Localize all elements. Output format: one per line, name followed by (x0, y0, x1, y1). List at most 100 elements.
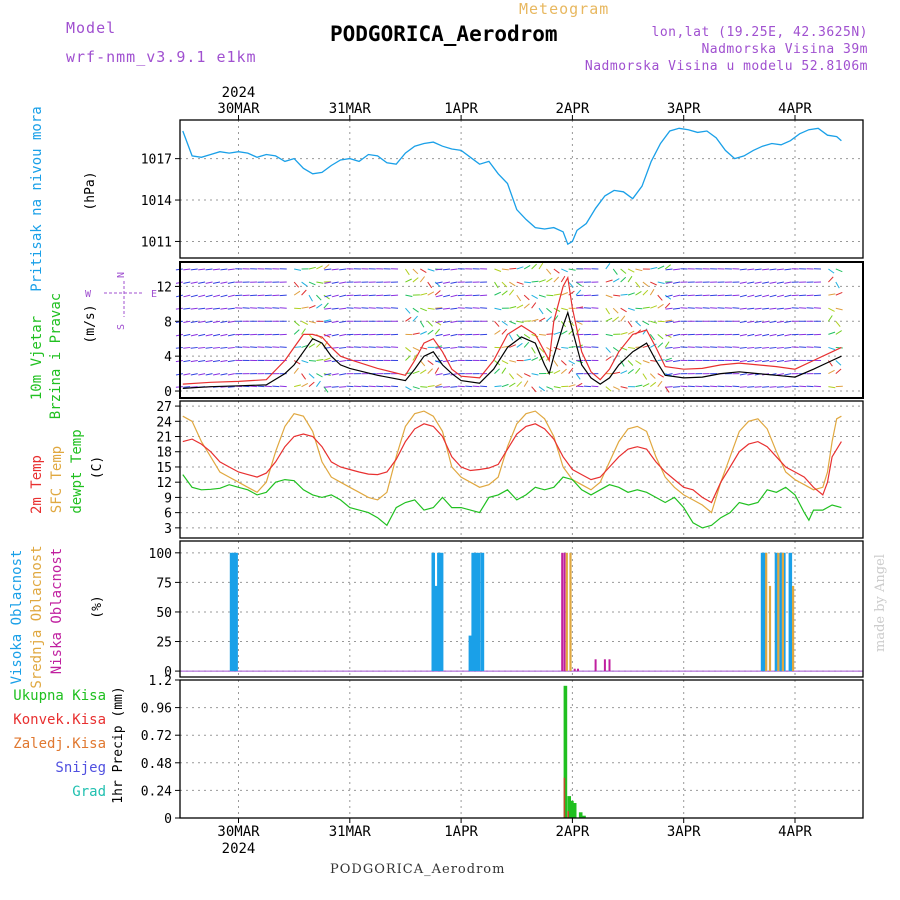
wind-barb (198, 268, 206, 271)
wind-barb (227, 360, 235, 363)
ytick-label-p4-1: 0.24 (141, 784, 172, 799)
wind-barb (739, 333, 747, 337)
wind-barb (576, 385, 584, 388)
wind-barb (776, 360, 784, 363)
wind-barb (591, 385, 599, 388)
wind-barb (642, 306, 650, 309)
wind-barb (687, 385, 695, 388)
wind-barb (605, 294, 613, 298)
ytick-label-p3-3: 75 (156, 576, 172, 591)
wind-barb (190, 281, 198, 284)
wind-barb (301, 373, 307, 380)
wind-barb (553, 331, 561, 335)
elevation-label: Nadmorska Visina 39m (701, 42, 868, 57)
wind-barb (828, 307, 835, 312)
cloud-axis-title-low: Niska Oblacnost (49, 548, 65, 674)
wind-barb (627, 307, 635, 311)
wind-barb (450, 360, 458, 363)
wind-barb (412, 370, 420, 375)
wind-barb (220, 268, 228, 271)
wind-barb (353, 385, 361, 388)
temp-2m-line (182, 423, 842, 504)
wind-barb (324, 360, 332, 363)
wind-barb (183, 320, 191, 323)
cloud-bar-0-13 (763, 552, 767, 672)
wind-barb (710, 385, 718, 388)
wind-barb (546, 347, 553, 352)
ytick-label-p1-2: 8 (164, 315, 172, 330)
wind-barb (443, 320, 451, 323)
wind-barb (264, 385, 272, 388)
wind-barb (405, 278, 412, 283)
wind-barb (227, 386, 235, 388)
temp-axis-title-dewpt: dewpt Temp (69, 429, 85, 513)
ytick-label-p4-0: 0 (164, 812, 172, 827)
wind-barb (205, 281, 213, 284)
wind-barb (324, 373, 332, 376)
precip-total-bar-2 (570, 800, 574, 819)
wind-barb (739, 373, 747, 376)
cloud-unit: (%) (90, 595, 105, 618)
wind-barb (324, 320, 332, 323)
wind-barb (227, 294, 235, 298)
wind-barb (627, 346, 636, 349)
wind-barb (754, 360, 762, 363)
wind-barb (294, 384, 302, 388)
wind-barb (509, 320, 516, 325)
ytick-label-p0-2: 1017 (141, 153, 172, 168)
wind-barb (762, 320, 770, 323)
ytick-label-p3-1: 25 (156, 636, 172, 651)
wind-barb (635, 320, 642, 327)
wind-barb (346, 385, 354, 388)
wind-barb (442, 386, 451, 388)
wind-barb (784, 346, 792, 349)
wind-barb (183, 386, 191, 388)
wind-barb (331, 320, 339, 323)
wind-barb (561, 330, 568, 335)
wind-barb (324, 281, 332, 284)
sfc-temp-line (182, 410, 842, 514)
wind-barb (828, 346, 836, 351)
wind-barb (183, 281, 191, 284)
precip-total-bar-3 (572, 803, 577, 818)
wind-barb (710, 346, 718, 348)
wind-barb (183, 294, 191, 298)
cloud-bar-2-6 (608, 659, 611, 672)
wind-barb (620, 307, 627, 313)
precip-total-bar-0 (563, 685, 568, 819)
wind-barb (732, 385, 740, 388)
wind-barb (294, 346, 302, 348)
wind-barb (501, 367, 507, 374)
wind-barb (443, 281, 451, 284)
wind-barb (605, 307, 611, 315)
wind-barb (664, 264, 672, 270)
ytick-label-p3-4: 100 (149, 547, 172, 562)
wind-barb (308, 281, 316, 286)
wind-barb (650, 320, 658, 324)
compass-e: E (151, 289, 157, 300)
wind-barb (717, 346, 725, 348)
wind-barb (227, 320, 235, 323)
ytick-label-p0-1: 1014 (141, 194, 172, 209)
wind-barb (339, 360, 347, 363)
wind-barb (301, 320, 309, 325)
wind-barb (331, 333, 339, 337)
wind-barb (538, 262, 544, 270)
wind-barb (561, 346, 569, 349)
wind-barb (620, 332, 628, 335)
ytick-label-p4-5: 1.2 (149, 674, 172, 689)
wind-barb (561, 268, 568, 273)
wind-barb (673, 281, 681, 284)
wind-barb (762, 360, 770, 363)
wind-barb (301, 382, 309, 388)
wind-barb (657, 380, 663, 387)
wind-barb (635, 307, 643, 310)
panel-frame-4 (179, 679, 864, 819)
wind-barb (198, 360, 206, 363)
wind-barb (523, 333, 531, 339)
wind-barb (620, 315, 626, 322)
wind-barb (494, 268, 502, 272)
wind-barb (523, 303, 530, 309)
wind-barb (339, 373, 347, 376)
wind-barb (776, 373, 784, 376)
